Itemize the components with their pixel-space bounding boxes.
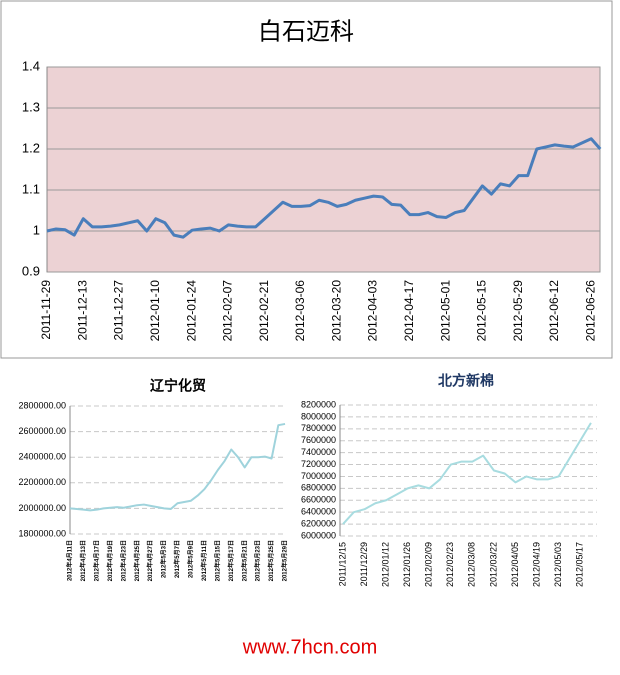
x-tick-label: 2012/01/26	[402, 542, 412, 587]
x-tick-label: 2012年5月3日	[160, 540, 168, 578]
x-tick-label: 2012-06-26	[583, 280, 597, 342]
x-tick-label: 2012/05/17	[575, 542, 585, 587]
y-tick-label: 7600000	[301, 435, 336, 445]
y-tick-label: 1	[33, 222, 40, 237]
y-tick-label: 6400000	[301, 507, 336, 517]
y-tick-label: 2400000.00	[18, 452, 66, 462]
x-tick-label: 2012-02-07	[221, 280, 235, 342]
x-tick-label: 2012年5月17日	[227, 540, 235, 581]
x-tick-label: 2011-12-13	[75, 280, 89, 341]
data-line	[46, 137, 602, 239]
x-tick-label: 2011/12/29	[359, 542, 369, 586]
x-tick-label: 2012年5月11日	[200, 540, 208, 581]
chart-title: 辽宁化贸	[150, 378, 206, 394]
y-tick-label: 7000000	[301, 471, 336, 481]
x-tick-label: 2011/12/15	[337, 542, 347, 586]
x-tick-label: 2012-05-15	[475, 280, 489, 342]
x-tick-label: 2012/03/22	[488, 542, 498, 587]
chart-title: 北方新棉	[438, 373, 494, 389]
x-tick-label: 2012年4月17日	[92, 540, 100, 581]
x-tick-label: 2012/01/12	[380, 542, 390, 587]
x-tick-label: 2012/02/09	[424, 542, 434, 587]
y-tick-label: 7800000	[301, 423, 336, 433]
x-tick-label: 2012年5月9日	[187, 540, 195, 578]
x-tick-label: 2011-12-27	[112, 280, 126, 341]
data-line	[342, 422, 592, 525]
x-tick-label: 2012年4月13日	[79, 540, 87, 581]
x-tick-label: 2012/05/03	[553, 542, 563, 587]
y-tick-label: 2000000.00	[18, 503, 66, 513]
y-tick-label: 6800000	[301, 483, 336, 493]
x-tick-label: 2012年4月11日	[66, 540, 74, 581]
x-tick-label: 2012-04-03	[366, 280, 380, 342]
y-tick-label: 2600000.00	[18, 426, 66, 436]
x-tick-label: 2012年5月29日	[281, 540, 289, 581]
x-tick-label: 2012年4月23日	[119, 540, 127, 581]
x-tick-label: 2012年4月19日	[106, 540, 114, 581]
x-tick-label: 2012年4月25日	[133, 540, 141, 581]
y-tick-label: 6600000	[301, 495, 336, 505]
y-tick-label: 6200000	[301, 518, 336, 528]
y-tick-label: 1800000.00	[18, 528, 66, 538]
y-tick-label: 1.3	[22, 99, 40, 114]
y-tick-label: 0.9	[22, 263, 40, 278]
y-tick-label: 8200000	[301, 399, 336, 409]
y-tick-label: 7200000	[301, 459, 336, 469]
footer: www.7hcn.com	[242, 636, 378, 658]
x-tick-label: 2012/03/08	[467, 542, 477, 587]
x-tick-label: 2012年4月27日	[146, 540, 154, 581]
x-tick-label: 2012年5月15日	[213, 540, 221, 581]
x-tick-label: 2012-02-21	[257, 280, 271, 342]
x-tick-label: 2011-11-29	[39, 280, 53, 340]
x-tick-label: 2012-01-10	[148, 280, 162, 342]
x-tick-label: 2012-06-12	[547, 280, 561, 342]
plot-area	[46, 66, 601, 273]
y-tick-label: 2200000.00	[18, 477, 66, 487]
x-tick-label: 2012-05-29	[511, 280, 525, 342]
x-tick-label: 2012-05-01	[438, 280, 452, 342]
y-tick-label: 2800000.00	[18, 400, 66, 410]
x-tick-label: 2012/02/23	[445, 542, 455, 587]
x-tick-label: 2012年5月7日	[173, 540, 181, 578]
x-tick-label: 2012年5月23日	[254, 540, 262, 581]
x-tick-label: 2012年5月25日	[267, 540, 275, 581]
y-tick-label: 6000000	[301, 530, 336, 540]
chart-title: 白石迈科	[258, 18, 354, 45]
x-tick-label: 2012/04/05	[510, 542, 520, 587]
x-tick-label: 2012-03-06	[293, 280, 307, 342]
y-tick-label: 1.4	[22, 58, 40, 73]
x-tick-label: 2012/04/19	[531, 542, 541, 587]
y-tick-label: 1.1	[22, 181, 40, 196]
y-tick-label: 8000000	[301, 411, 336, 421]
x-tick-label: 2012-01-24	[184, 280, 198, 342]
y-tick-label: 1.2	[22, 140, 40, 155]
y-tick-label: 7400000	[301, 447, 336, 457]
plot-area	[70, 406, 285, 534]
x-tick-label: 2012年5月21日	[240, 540, 248, 581]
x-tick-label: 2012-03-20	[329, 280, 343, 342]
plot-area	[340, 405, 597, 536]
x-tick-label: 2012-04-17	[402, 280, 416, 342]
data-line	[69, 422, 286, 512]
